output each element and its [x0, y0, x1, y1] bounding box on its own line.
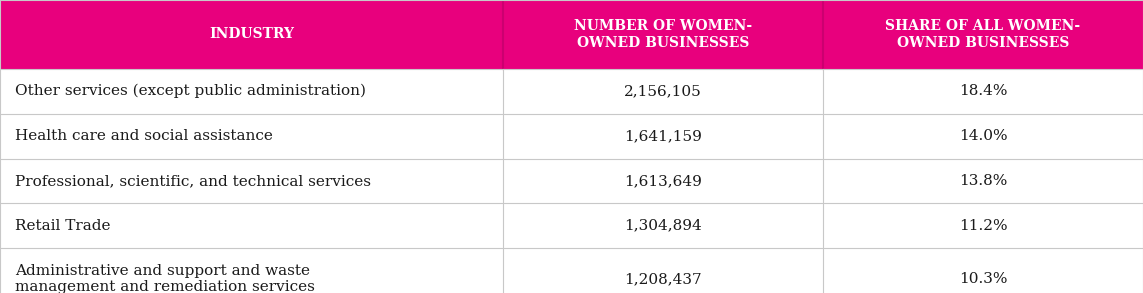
- Bar: [503, 0, 823, 69]
- Bar: [503, 114, 823, 159]
- Text: 1,641,159: 1,641,159: [624, 129, 702, 143]
- Bar: [503, 203, 823, 248]
- Bar: [503, 69, 823, 114]
- Bar: [503, 248, 823, 293]
- Text: 13.8%: 13.8%: [959, 174, 1007, 188]
- Text: 1,304,894: 1,304,894: [624, 219, 702, 233]
- Bar: [0, 203, 503, 248]
- Text: Health care and social assistance: Health care and social assistance: [15, 129, 273, 143]
- Text: Administrative and support and waste
management and remediation services: Administrative and support and waste man…: [15, 264, 314, 293]
- Bar: [0, 0, 503, 69]
- Text: 1,613,649: 1,613,649: [624, 174, 702, 188]
- Bar: [823, 0, 1143, 69]
- Text: 10.3%: 10.3%: [959, 272, 1007, 286]
- Text: SHARE OF ALL WOMEN-
OWNED BUSINESSES: SHARE OF ALL WOMEN- OWNED BUSINESSES: [886, 19, 1080, 50]
- Text: 14.0%: 14.0%: [959, 129, 1007, 143]
- Text: 2,156,105: 2,156,105: [624, 84, 702, 98]
- Bar: [823, 248, 1143, 293]
- Text: Other services (except public administration): Other services (except public administra…: [15, 84, 366, 98]
- Bar: [823, 114, 1143, 159]
- Text: 11.2%: 11.2%: [959, 219, 1007, 233]
- Text: 18.4%: 18.4%: [959, 84, 1007, 98]
- Bar: [823, 159, 1143, 203]
- Text: Professional, scientific, and technical services: Professional, scientific, and technical …: [15, 174, 370, 188]
- Bar: [0, 114, 503, 159]
- Bar: [503, 159, 823, 203]
- Text: 1,208,437: 1,208,437: [624, 272, 702, 286]
- Text: Retail Trade: Retail Trade: [15, 219, 111, 233]
- Bar: [0, 69, 503, 114]
- Bar: [0, 248, 503, 293]
- Text: NUMBER OF WOMEN-
OWNED BUSINESSES: NUMBER OF WOMEN- OWNED BUSINESSES: [574, 19, 752, 50]
- Bar: [0, 159, 503, 203]
- Bar: [823, 69, 1143, 114]
- Text: INDUSTRY: INDUSTRY: [209, 28, 294, 41]
- Bar: [823, 203, 1143, 248]
